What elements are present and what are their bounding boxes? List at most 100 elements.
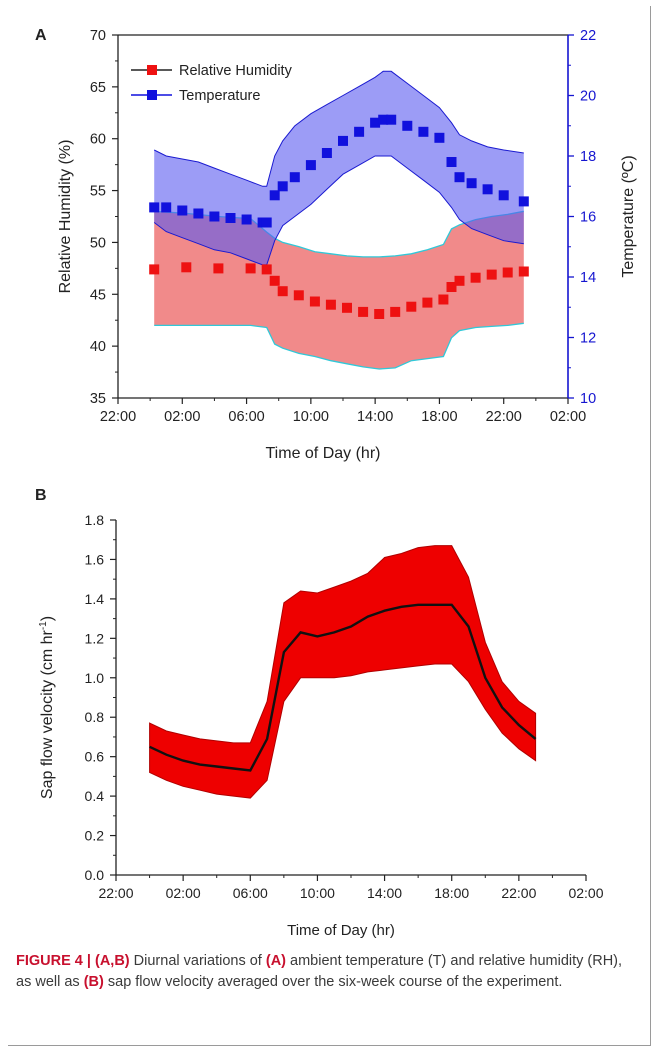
y-left-tick-label: 45 [90,287,106,303]
panel-b-x-tick-label: 06:00 [233,885,268,901]
x-tick-label: 02:00 [164,409,200,425]
temperature-marker [321,148,332,158]
figure-charts: 22:00 02:00 06:00 10:00 14:00 18:00 22:00 02:00… [35,27,637,939]
panel-a-y-right-axis-label: Temperature (ºC) [620,155,637,277]
temperature-marker [269,190,280,201]
panel-b: 22:00 02:00 06:00 10:00 14:00 18:00 22:00 02:00… [35,487,604,939]
caption-text-3: sap flow velocity averaged over the six-… [107,974,563,990]
x-tick-label: 22:00 [100,409,136,425]
temperature-marker [518,196,529,207]
temperature-marker [289,172,300,183]
y-left-tick-label: 40 [90,339,106,355]
temperature-marker [209,211,220,222]
temperature-marker [434,132,445,143]
y-right-tick-label: 20 [580,89,596,105]
temperature-marker [177,205,188,216]
temperature-marker [225,213,236,223]
y-right-tick-label: 10 [580,391,596,407]
caption-figure-label: FIGURE 4 | [16,953,91,969]
temperature-marker [149,202,160,213]
panel-a-label: A [35,27,47,44]
rh-marker [181,262,192,273]
panel-b-y-tick-label: 0.2 [85,828,105,844]
temperature-band-upper-edge [153,70,524,187]
panel-b-y-tick-label: 0.0 [85,867,105,883]
panel-b-x-tick-label: 14:00 [367,885,402,901]
panel-a-x-axis-label: Time of Day (hr) [266,445,381,462]
rh-marker [309,296,320,307]
y-right-tick-label: 14 [580,270,596,286]
rh-marker [342,302,352,313]
panel-b-y-tick-label: 1.6 [85,551,105,567]
caption-b-ref: (B) [83,974,104,990]
panel-b-x-tick-label: 10:00 [300,885,335,901]
panel-b-y-tick-label: 1.2 [85,630,105,646]
panel-b-x-tick-label: 02:00 [568,885,603,901]
rh-marker [358,306,369,317]
panel-b-y-tick-label: 0.4 [85,788,105,804]
rh-marker [470,272,481,283]
panel-b-y-tick-label: 0.8 [85,709,105,725]
rh-marker [406,301,417,312]
y-right-tick-label: 22 [580,28,596,44]
rh-marker [293,290,304,301]
rh-marker [149,264,160,275]
legend-temperature-marker [147,90,157,100]
caption-text-1: Diurnal variations of [133,953,262,969]
figure-frame [8,6,651,1046]
temperature-marker [277,181,288,192]
x-tick-label: 06:00 [228,409,264,425]
panel-a-legend: Relative Humidity Temperature [131,63,293,104]
temperature-band-lower-edge [153,155,524,266]
temperature-marker [418,126,429,137]
rh-marker [502,267,513,278]
y-left-tick-label: 35 [90,391,106,407]
panel-b-y-tick-label: 0.6 [85,749,105,765]
rh-marker [438,294,449,305]
panel-b-x-tick-label: 22:00 [98,885,133,901]
y-left-tick-label: 65 [90,80,106,96]
rh-marker [486,269,497,280]
temperature-marker [305,160,316,171]
rh-marker [269,275,280,286]
legend-rh-label: Relative Humidity [179,63,293,79]
rh-marker [261,264,272,275]
rh-marker [277,286,288,297]
x-tick-label: 02:00 [550,409,586,425]
x-tick-label: 18:00 [421,409,457,425]
rh-marker [245,263,256,274]
rh-marker [422,297,433,308]
temperature-marker [161,202,172,213]
sap-flow-mean-line [149,603,537,772]
y-left-tick-label: 60 [90,132,106,148]
panel-a-y-left-axis-label: Relative Humidity (%) [57,140,74,294]
temperature-marker [454,172,465,183]
temperature-marker [466,178,477,189]
caption-a-ref: (A) [265,953,286,969]
temperature-marker [338,135,348,146]
temperature-marker [261,217,272,228]
panel-b-label: B [35,487,47,504]
panel-b-x-tick-label: 02:00 [166,885,201,901]
panel-b-x-tick-label: 22:00 [501,885,536,901]
rh-marker [213,263,224,274]
x-tick-label: 10:00 [293,409,329,425]
sap-flow-band [149,545,537,799]
rh-band-lower-edge [154,322,524,370]
panel-a: 22:00 02:00 06:00 10:00 14:00 18:00 22:00 02:00… [35,27,637,462]
y-left-tick-label: 70 [90,28,106,44]
y-right-tick-label: 12 [580,331,596,347]
panel-b-y-tick-label: 1.0 [85,670,105,686]
rh-marker [374,309,385,319]
temperature-marker [402,120,413,131]
rh-marker [390,306,401,317]
temperature-marker [370,117,381,128]
temperature-marker [378,114,389,125]
rh-marker [325,299,336,310]
panel-b-y-tick-label: 1.4 [85,591,105,607]
caption-panels: (A,B) [95,953,130,969]
rh-marker [446,282,457,292]
temperature-marker [386,114,397,125]
temperature-marker [482,184,493,195]
legend-rh-marker [147,65,157,75]
